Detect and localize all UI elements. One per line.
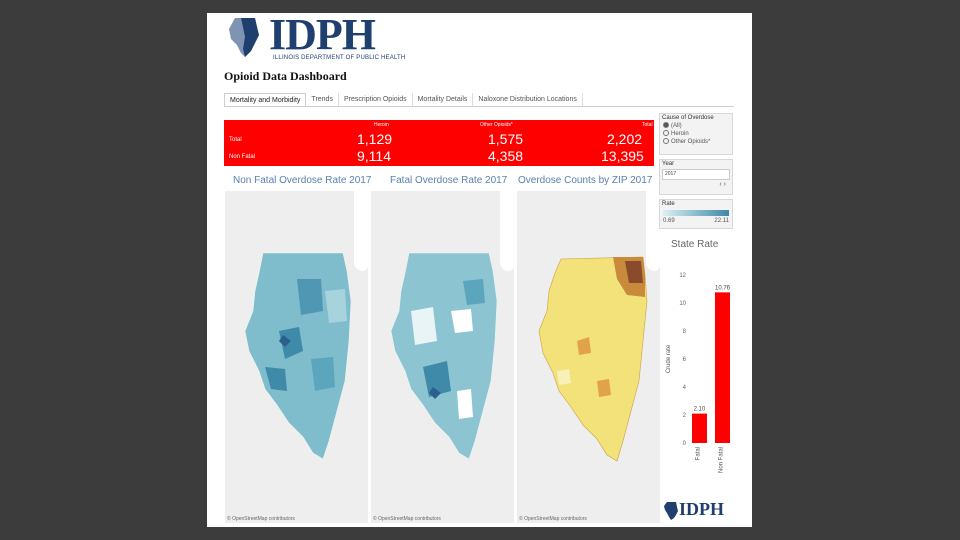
footer-logo-text: IDPH [679,499,724,519]
cause-option-other[interactable]: Other Opioids* [660,138,732,146]
tab-mortality-morbidity[interactable]: Mortality and Morbidity [224,93,307,106]
dashboard-slide: IDPH ILLINOIS DEPARTMENT OF PUBLIC HEALT… [207,13,752,527]
y-tick-label: 2 [683,413,687,419]
value-total-heroin: 1,129 [357,131,393,147]
idph-logo: IDPH ILLINOIS DEPARTMENT OF PUBLIC HEALT… [221,13,405,63]
lake-michigan [354,191,368,271]
tab-bar: Mortality and Morbidity Trends Prescript… [224,93,734,107]
map-nonfatal-rate[interactable]: © OpenStreetMap contributors [225,191,368,523]
cause-option-heroin-label: Heroin [671,131,689,137]
value-total-total: 2,202 [607,131,643,147]
year-input[interactable]: 2017 [662,169,730,180]
data-label: 10.76 [715,285,731,291]
map-credit-zip: © OpenStreetMap contributors [519,516,587,522]
tab-naloxone-locations[interactable]: Naloxone Distribution Locations [473,93,583,106]
lake-michigan [646,191,660,271]
y-tick-label: 12 [679,273,686,279]
lake-michigan [500,191,514,271]
y-tick-label: 0 [683,441,687,447]
value-nonfatal-total: 13,395 [601,148,644,164]
map-credit-nonfatal: © OpenStreetMap contributors [227,516,295,522]
map-credit-fatal: © OpenStreetMap contributors [373,516,441,522]
radio-selected-icon [663,122,669,129]
cause-option-all-label: (All) [671,123,682,129]
illinois-map-nonfatal [244,252,352,460]
cause-filter-title: Cause of Overdose [662,115,714,121]
y-tick-label: 4 [683,385,687,391]
header-total: Total [642,122,653,128]
map-fatal-rate[interactable]: © OpenStreetMap contributors [371,191,514,523]
year-stepper-icons[interactable]: ‹ › [719,181,726,188]
illinois-map-fatal [390,252,498,460]
tab-trends[interactable]: Trends [306,93,339,106]
bar-non-fatal [715,292,730,443]
illinois-state-icon [229,18,259,57]
state-rate-chart: Crude rate 0 2 4 6 8 10 12 2.10 Fatal 10.76 Non Fat… [666,273,731,473]
cause-option-other-label: Other Opioids* [671,139,711,145]
rate-min: 0.69 [663,218,675,224]
y-tick-label: 10 [679,301,686,307]
radio-icon [663,138,669,145]
value-nonfatal-heroin: 9,114 [357,148,391,164]
tab-prescription-opioids[interactable]: Prescription Opioids [339,93,413,106]
chart-title: State Rate [671,239,719,250]
map-title-fatal: Fatal Overdose Rate 2017 [390,175,508,186]
header-heroin: Heroin [374,122,389,128]
x-tick-label: Fatal [696,447,702,460]
year-value: 2017 [665,171,677,177]
map-zip-counts[interactable]: © OpenStreetMap contributors [517,191,660,523]
y-tick-label: 6 [683,357,687,363]
rate-legend-range: 0.69 22.11 [660,218,732,224]
data-label: 2.10 [694,407,706,413]
rate-gradient [663,210,729,216]
value-total-other: 1,575 [488,131,524,147]
cause-option-heroin[interactable]: Heroin [660,130,732,138]
radio-icon [663,130,669,137]
y-axis-label: Crude rate [666,344,672,373]
value-nonfatal-other: 4,358 [488,148,524,164]
y-tick-label: 8 [683,329,687,335]
summary-table: Heroin Other Opioids* Total Total Non Fa… [224,120,654,166]
illinois-map-zip [538,256,648,462]
rate-legend-title: Rate [662,201,675,207]
row-label-total: Total [229,137,242,143]
header-other-opioids: Other Opioids* [480,122,513,128]
map-title-zip: Overdose Counts by ZIP 2017 [518,175,653,186]
footer-idph-logo: IDPH [661,499,733,521]
rate-max: 22.11 [714,218,729,224]
year-filter-title: Year [662,161,675,167]
page-title: Opioid Data Dashboard [224,69,347,83]
bar-fatal [692,413,707,443]
cause-option-all[interactable]: (All) [660,122,732,130]
row-label-non-fatal: Non Fatal [229,154,256,160]
tab-mortality-details[interactable]: Mortality Details [413,93,474,106]
logo-text: IDPH [269,13,376,59]
year-filter: Year 2017 ‹ › [659,159,733,195]
illinois-state-icon [664,502,678,520]
map-title-nonfatal: Non Fatal Overdose Rate 2017 [233,175,372,186]
cause-filter: Cause of Overdose (All) Heroin Other Opi… [659,113,733,155]
logo-subtitle: ILLINOIS DEPARTMENT OF PUBLIC HEALTH [273,55,406,61]
rate-legend: Rate 0.69 22.11 [659,199,733,229]
x-tick-label: Non Fatal [719,447,725,473]
